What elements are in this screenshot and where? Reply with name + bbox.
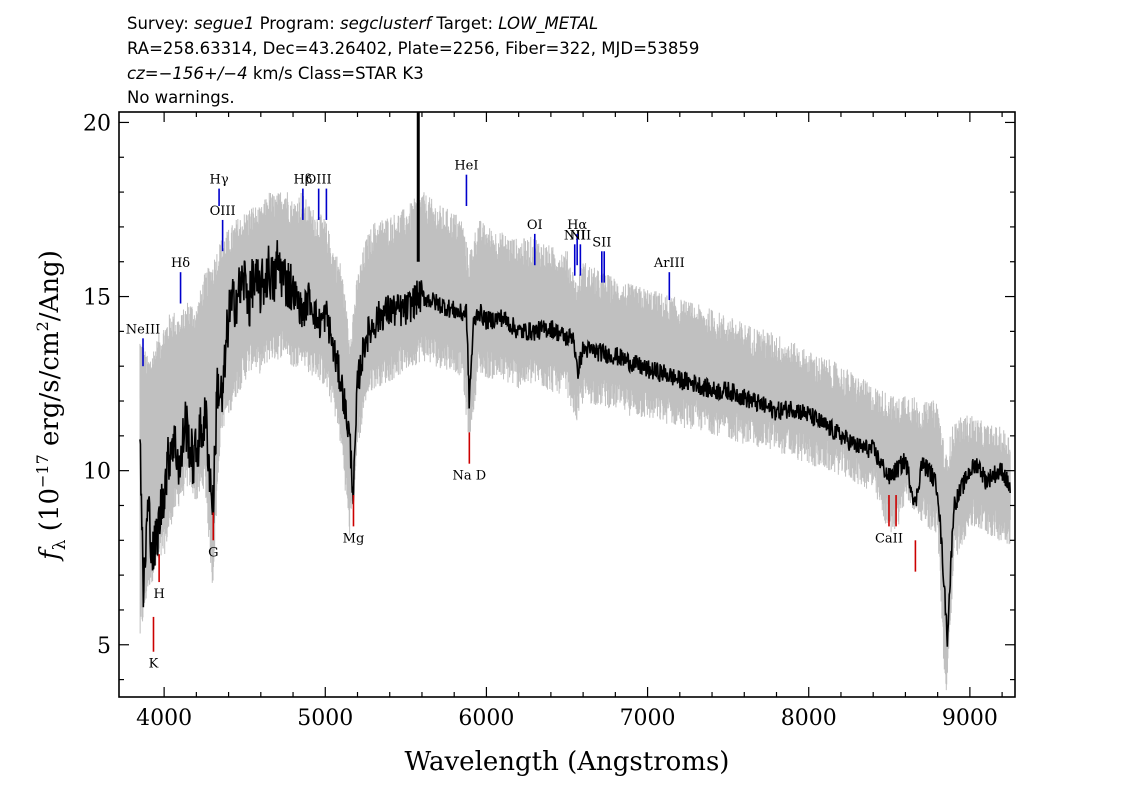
x-tick-label: 8000: [781, 706, 837, 731]
spectrum-header: Survey: segue1 Program: segclusterf Targ…: [127, 14, 699, 107]
emission-line-label: Hβ: [293, 173, 312, 188]
header-run: Target:: [431, 14, 498, 33]
absorption-line-label: Mg: [343, 531, 365, 546]
header-run: LOW_METAL: [498, 14, 598, 34]
absorption-line-label: H: [153, 587, 164, 602]
absorption-line-label: G: [208, 545, 218, 560]
header-line-warnings: No warnings.: [127, 88, 235, 107]
header-run: km/s Class=STAR K3: [248, 64, 424, 83]
x-tick-label: 5000: [297, 706, 353, 731]
header-line-redshift-class: cz=−156+/−4 km/s Class=STAR K3: [127, 64, 424, 83]
emission-line-label: SII: [592, 235, 611, 250]
emission-line-label: OIII: [210, 204, 236, 219]
header-run: segclusterf: [340, 14, 433, 33]
emission-line-label: OIII: [306, 173, 332, 188]
header-run: cz=: [127, 64, 159, 83]
y-axis-title: fλ (10−17 erg/s/cm2/Ang): [33, 250, 70, 562]
y-tick-label: 20: [83, 111, 111, 136]
y-axis-title-part: −17: [33, 454, 52, 488]
y-axis-title-part: erg/s/cm: [35, 331, 65, 454]
y-axis-title-part: 2: [33, 321, 52, 331]
y-axis-title-part: /Ang): [35, 250, 65, 321]
header-run: Survey:: [127, 14, 194, 33]
y-tick-label: 5: [97, 634, 111, 659]
x-tick-label: 9000: [942, 706, 998, 731]
emission-line-label: Hδ: [171, 256, 190, 271]
y-tick-label: 10: [83, 460, 111, 485]
plot-frame: [118, 111, 1016, 698]
header-line-survey: Survey: segue1 Program: segclusterf Targ…: [127, 14, 598, 34]
header-run: Program:: [254, 14, 340, 33]
header-line-coordinates: RA=258.63314, Dec=43.26402, Plate=2256, …: [127, 39, 699, 58]
emission-line-label: HeI: [454, 159, 478, 174]
y-axis-title-part: λ: [50, 539, 70, 550]
emission-line-label: ArIII: [653, 256, 685, 271]
absorption-line-label: CaII: [875, 531, 903, 546]
x-axis-title: Wavelength (Angstroms): [405, 747, 730, 777]
emission-line-label: NII: [564, 228, 586, 243]
emission-line-label: Hα: [567, 218, 587, 233]
emission-line-label: NII: [570, 228, 592, 243]
x-tick-label: 7000: [620, 706, 676, 731]
y-tick-label: 15: [83, 286, 111, 311]
emission-line-label: Hγ: [210, 173, 229, 188]
header-run: segue1: [194, 14, 254, 33]
absorption-line-label: K: [149, 657, 159, 672]
axes: 4000 5000 6000 7000 8000 9000 5 10 15 20: [83, 111, 1016, 731]
absorption-line-label: Na D: [452, 469, 486, 484]
emission-line-label: NeIII: [126, 322, 160, 337]
x-tick-label: 4000: [136, 706, 192, 731]
y-axis-title-part: (10: [35, 488, 65, 540]
flux-series: [139, 240, 1011, 647]
emission-line-label: OI: [527, 218, 543, 233]
x-tick-label: 6000: [458, 706, 514, 731]
header-run: −156+/−4: [159, 64, 248, 83]
